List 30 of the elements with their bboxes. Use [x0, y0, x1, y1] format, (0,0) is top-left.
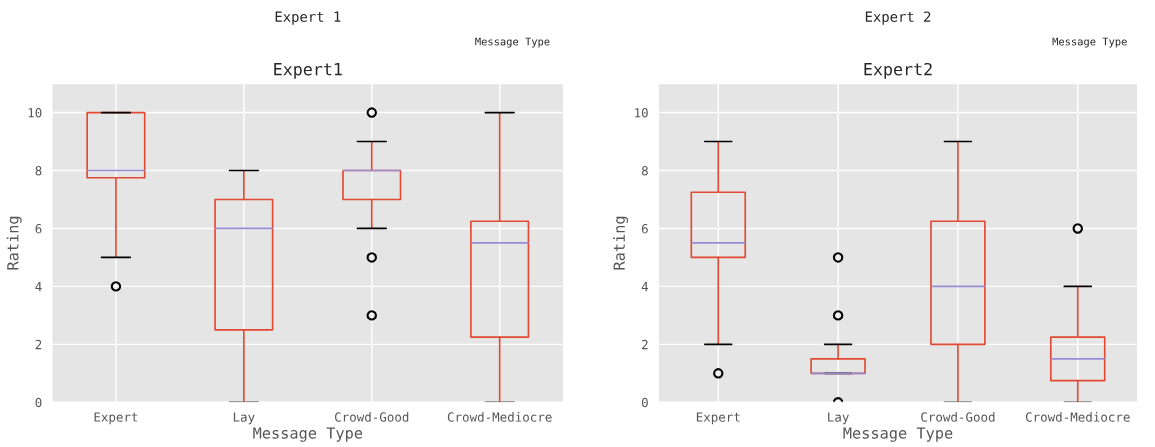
y-tick-label: 6 — [35, 223, 42, 234]
x-tick-label: Expert — [696, 412, 740, 425]
chart-title: Expert1 — [274, 63, 342, 79]
text: Expert 2 — [865, 11, 931, 25]
x-tick-label: Expert — [94, 412, 138, 425]
x-tick-label: Crowd-Mediocre — [1025, 412, 1130, 422]
y-tick-label: 4 — [35, 282, 42, 292]
text: Expert 1 — [275, 11, 341, 25]
text: Message Type — [1052, 37, 1127, 48]
y-tick-label: 2 — [642, 339, 648, 350]
y-tick-label: 4 — [641, 282, 649, 292]
y-tick-label: 8 — [35, 166, 42, 176]
x-axis-title: Message Type — [253, 427, 363, 442]
text: Message Type — [475, 37, 550, 48]
y-axis-title: Rating — [613, 216, 629, 270]
y-axis-title: Rating — [6, 216, 22, 270]
x-tick-label: Lay — [233, 412, 255, 425]
y-tick-label: 8 — [641, 166, 648, 176]
y-tick-label: 2 — [35, 339, 42, 350]
x-axis-title: Message Type — [843, 427, 953, 442]
x-tick-label: Lay — [828, 412, 849, 425]
y-tick-label: 0 — [35, 397, 42, 408]
y-tick-label: 6 — [641, 223, 648, 234]
x-tick-label: Crowd-Mediocre — [447, 412, 552, 422]
chart-title: Expert2 — [864, 62, 932, 79]
y-tick-label: 10 — [635, 108, 648, 118]
x-tick-label: Crowd-Good — [921, 412, 995, 422]
x-tick-label: Crowd-Good — [334, 412, 409, 422]
y-tick-label: 10 — [28, 108, 42, 118]
y-tick-label: 0 — [641, 397, 648, 408]
